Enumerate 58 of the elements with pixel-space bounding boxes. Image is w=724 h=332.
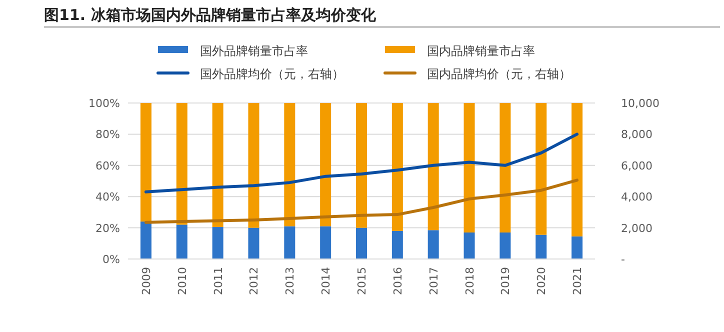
bar <box>212 227 224 259</box>
x-tick-label: 2018 <box>463 267 476 295</box>
y-tick-label: 100% <box>88 97 120 110</box>
x-tick-label: 2017 <box>427 267 440 295</box>
bar <box>500 103 511 232</box>
line-series <box>144 132 579 194</box>
bar <box>140 103 152 222</box>
x-tick-label: 2020 <box>535 267 548 295</box>
bar <box>500 232 511 259</box>
y-tick-label: 60% <box>96 159 120 172</box>
legend-label: 国外品牌均价（元，右轴） <box>200 67 344 81</box>
bar <box>176 103 188 225</box>
bar <box>428 230 439 259</box>
bar <box>464 103 475 232</box>
x-tick-label: 2015 <box>356 267 368 295</box>
bar <box>320 103 332 226</box>
bar <box>356 103 367 228</box>
bar <box>536 103 547 235</box>
y2-tick-label: - <box>621 253 625 266</box>
y-tick-label: 40% <box>96 190 120 204</box>
bar <box>392 230 403 259</box>
bar <box>140 222 152 259</box>
bar <box>176 224 188 259</box>
x-tick-label: 2009 <box>140 267 153 295</box>
line-series <box>144 178 579 224</box>
y2-tick-label: 2,000 <box>621 222 652 235</box>
bar <box>536 234 547 259</box>
bar <box>248 228 260 259</box>
x-tick-label: 2014 <box>320 267 333 295</box>
legend-label: 国内品牌销量市占率 <box>427 44 535 58</box>
bar <box>356 228 367 259</box>
x-tick-label: 2013 <box>284 267 297 295</box>
bar <box>212 103 224 228</box>
y2-tick-label: 4,000 <box>621 190 652 204</box>
bar <box>392 103 403 231</box>
x-tick-label: 2019 <box>499 267 512 295</box>
x-tick-label: 2016 <box>391 267 404 295</box>
x-tick-label: 2011 <box>212 267 225 295</box>
bar <box>572 103 583 236</box>
bar <box>248 103 260 228</box>
bar <box>572 236 583 259</box>
y-tick-label: 20% <box>96 222 120 235</box>
legend-label: 国内品牌均价（元，右轴） <box>427 67 571 81</box>
y2-tick-label: 8,000 <box>621 128 652 142</box>
bar <box>320 226 332 259</box>
y2-tick-label: 6,000 <box>621 159 652 172</box>
x-tick-label: 2021 <box>571 267 584 295</box>
bar <box>464 232 475 259</box>
y2-tick-label: 10,000 <box>621 97 660 110</box>
x-tick-label: 2012 <box>248 267 261 295</box>
y-tick-label: 80% <box>96 128 120 142</box>
bar <box>284 103 296 226</box>
x-tick-label: 2010 <box>176 267 189 295</box>
legend-label: 国外品牌销量市占率 <box>200 44 308 58</box>
bar <box>428 103 439 230</box>
y-tick-label: 0% <box>102 253 120 266</box>
chart-title: 图11. 冰箱市场国内外品牌销量市占率及均价变化 <box>44 6 377 24</box>
bar <box>284 226 296 259</box>
